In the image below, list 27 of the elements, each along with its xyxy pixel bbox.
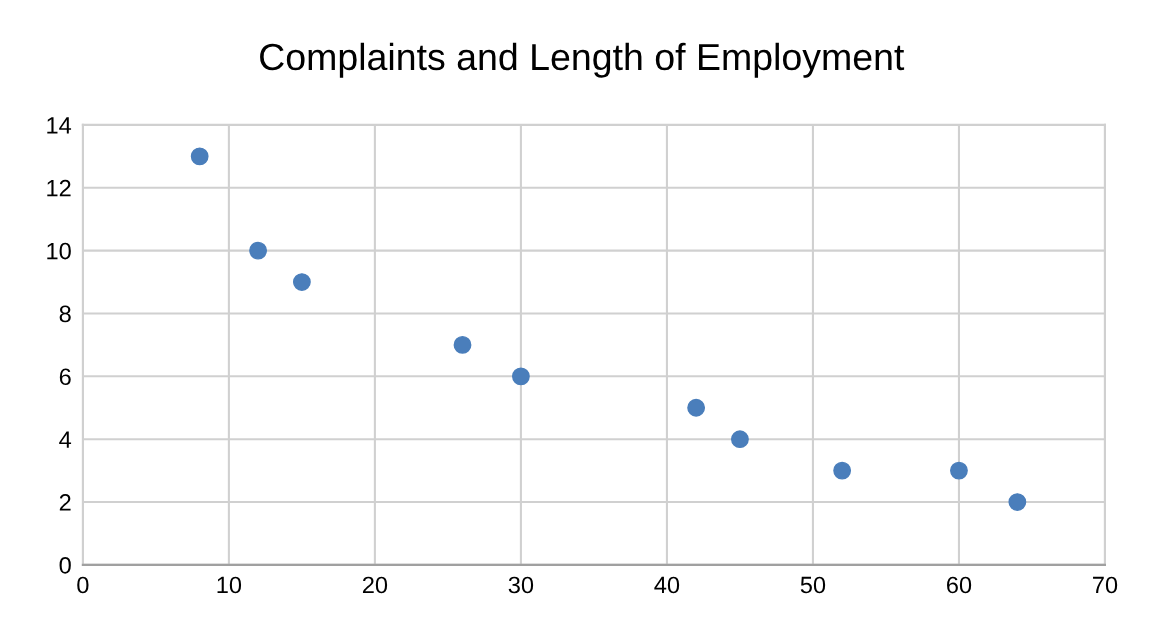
- x-tick-label: 70: [1093, 576, 1118, 594]
- y-tick-label: 10: [47, 242, 71, 260]
- point: [249, 241, 267, 260]
- point: [511, 367, 530, 386]
- point: [292, 273, 311, 291]
- y-tick-label: 8: [59, 305, 71, 323]
- x-tick-label: 20: [362, 576, 388, 594]
- y-tick-label: 0: [59, 556, 71, 574]
- point: [453, 335, 472, 354]
- x-tick-label: 10: [217, 576, 242, 594]
- x-tick-label: 50: [800, 576, 826, 594]
- point: [190, 147, 209, 166]
- point: [731, 430, 749, 449]
- y-tick-label: 12: [47, 179, 71, 197]
- x-tick-label: 40: [654, 576, 680, 594]
- point: [833, 461, 852, 480]
- y-tick-label: 4: [59, 431, 72, 448]
- point: [950, 461, 968, 480]
- y-tick-label: 14: [47, 117, 72, 134]
- point: [687, 398, 706, 417]
- x-tick-label: 0: [77, 576, 89, 594]
- point: [1008, 493, 1027, 511]
- y-tick-label: 2: [59, 494, 71, 511]
- y-tick-label: 6: [59, 368, 71, 386]
- x-tick-label: 30: [508, 576, 534, 594]
- x-tick-label: 60: [947, 576, 972, 594]
- chart-title: Complaints and Length of Employment: [260, 42, 905, 78]
